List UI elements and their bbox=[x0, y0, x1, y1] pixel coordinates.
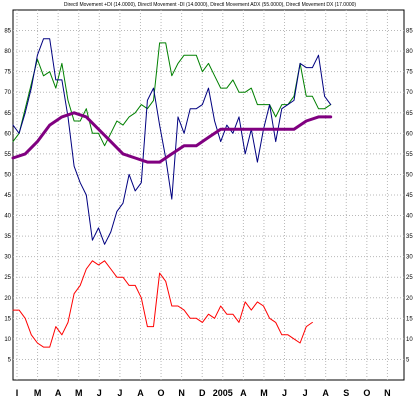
x-tick-5: J bbox=[117, 388, 122, 398]
series-line-2 bbox=[11, 111, 333, 164]
y-tick-right-20: 20 bbox=[406, 296, 413, 302]
x-tick-16: S bbox=[343, 388, 349, 398]
x-tick-13: J bbox=[282, 388, 287, 398]
y-tick-right-10: 10 bbox=[406, 337, 413, 343]
series-line-0 bbox=[12, 42, 332, 147]
y-tick-right-75: 75 bbox=[406, 70, 413, 76]
y-tick-left-55: 55 bbox=[4, 152, 11, 158]
x-tick-4: J bbox=[97, 388, 102, 398]
y-tick-left-30: 30 bbox=[4, 255, 11, 261]
y-tick-left-50: 50 bbox=[4, 172, 11, 178]
y-tick-right-55: 55 bbox=[406, 152, 413, 158]
y-tick-right-65: 65 bbox=[406, 111, 413, 117]
x-axis: I M A M J J A O N D 2005 A M J J A S O N bbox=[16, 388, 391, 398]
y-tick-left-70: 70 bbox=[4, 90, 11, 96]
x-tick-11: A bbox=[240, 388, 247, 398]
y-tick-right-15: 15 bbox=[406, 316, 413, 322]
y-tick-left-80: 80 bbox=[4, 49, 11, 55]
y-tick-left-60: 60 bbox=[4, 131, 11, 137]
x-tick-6: A bbox=[137, 388, 144, 398]
y-tick-left-40: 40 bbox=[4, 214, 11, 220]
series-layer bbox=[11, 38, 333, 348]
chart-title: Directl Movement +DI (14.0000), Directl … bbox=[64, 2, 357, 8]
y-tick-right-40: 40 bbox=[406, 214, 413, 220]
y-tick-right-45: 45 bbox=[406, 193, 413, 199]
y-tick-right-85: 85 bbox=[406, 29, 413, 35]
y-tick-right-50: 50 bbox=[406, 172, 413, 178]
y-tick-left-45: 45 bbox=[4, 193, 11, 199]
series-line-3 bbox=[12, 260, 313, 348]
y-tick-right-60: 60 bbox=[406, 131, 413, 137]
y-tick-left-20: 20 bbox=[4, 296, 11, 302]
y-tick-right-25: 25 bbox=[406, 275, 413, 281]
y-tick-right-30: 30 bbox=[406, 255, 413, 261]
y-tick-right-35: 35 bbox=[406, 234, 413, 240]
x-tick-8: N bbox=[178, 388, 185, 398]
y-tick-left-35: 35 bbox=[4, 234, 11, 240]
y-tick-right-5: 5 bbox=[406, 357, 410, 363]
y-tick-left-15: 15 bbox=[4, 316, 11, 322]
x-tick-1: M bbox=[34, 388, 42, 398]
grid-layer bbox=[13, 10, 404, 380]
y-tick-left-85: 85 bbox=[4, 29, 11, 35]
x-tick-2: A bbox=[55, 388, 62, 398]
x-tick-9: D bbox=[199, 388, 206, 398]
y-axis-right: 5 10 15 20 25 30 35 40 45 50 55 60 65 70 75 80 85 bbox=[406, 29, 413, 364]
x-tick-3: M bbox=[75, 388, 83, 398]
y-tick-right-70: 70 bbox=[406, 90, 413, 96]
y-axis-left: 5 10 15 20 25 30 35 40 45 50 55 60 65 70 75 80 85 bbox=[4, 29, 11, 364]
y-tick-left-10: 10 bbox=[4, 337, 11, 343]
y-tick-left-25: 25 bbox=[4, 275, 11, 281]
x-tick-10: 2005 bbox=[213, 388, 233, 398]
x-tick-18: N bbox=[384, 388, 391, 398]
y-tick-left-65: 65 bbox=[4, 111, 11, 117]
y-tick-right-80: 80 bbox=[406, 49, 413, 55]
x-tick-0: I bbox=[16, 388, 19, 398]
x-tick-14: J bbox=[303, 388, 308, 398]
y-tick-left-75: 75 bbox=[4, 70, 11, 76]
x-tick-17: O bbox=[363, 388, 370, 398]
x-tick-12: M bbox=[260, 388, 268, 398]
y-tick-left-5: 5 bbox=[8, 357, 12, 363]
x-tick-7: O bbox=[158, 388, 165, 398]
x-tick-15: A bbox=[322, 388, 329, 398]
